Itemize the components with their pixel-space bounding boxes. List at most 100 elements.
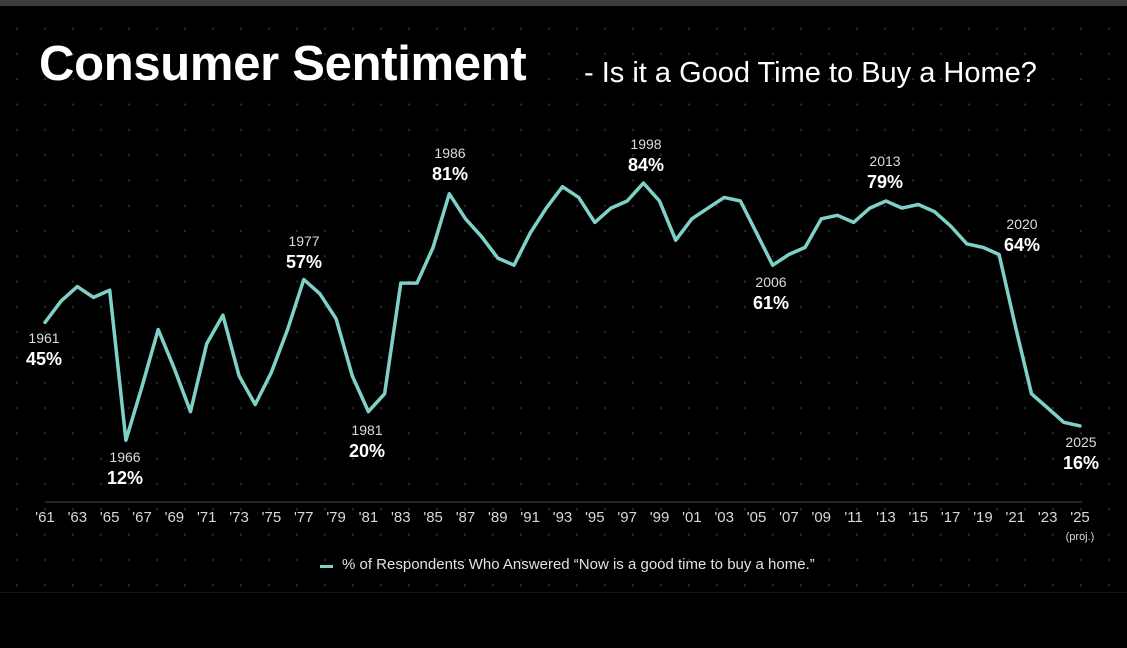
x-tick-label: '81 [359, 509, 379, 526]
data-point [156, 327, 160, 331]
x-tick-label: '23 [1038, 509, 1058, 526]
annotation-value: 79% [867, 172, 903, 192]
data-point [932, 210, 936, 214]
x-tick-label: '71 [197, 509, 217, 526]
data-point [43, 320, 47, 324]
data-point [334, 317, 338, 321]
annotation-value: 84% [628, 155, 664, 175]
data-point [205, 342, 209, 346]
data-point [92, 295, 96, 299]
annotation-year: 1966 [109, 449, 140, 465]
slide [0, 6, 1127, 592]
data-point [609, 206, 613, 210]
data-point [965, 242, 969, 246]
annotation-value: 45% [26, 349, 62, 369]
data-point [1013, 324, 1017, 328]
annotation-year: 2006 [755, 274, 786, 290]
annotation-year: 1961 [28, 330, 59, 346]
legend: % of Respondents Who Answered “Now is a … [320, 556, 815, 573]
slide-bottom-area [0, 592, 1127, 648]
data-point [383, 392, 387, 396]
data-point [366, 410, 370, 414]
annotation-year: 1986 [434, 145, 465, 161]
data-point [1062, 420, 1066, 424]
data-point [981, 245, 985, 249]
x-tick-label: '65 [100, 509, 120, 526]
data-point [787, 253, 791, 257]
data-point [819, 217, 823, 221]
data-point [658, 199, 662, 203]
x-tick-label: '69 [165, 509, 185, 526]
x-tick-label: '13 [876, 509, 896, 526]
data-point [803, 245, 807, 249]
data-point [140, 385, 144, 389]
data-point [738, 199, 742, 203]
data-point [59, 299, 63, 303]
x-tick-label: '15 [909, 509, 929, 526]
data-point [949, 224, 953, 228]
annotation-value: 57% [286, 252, 322, 272]
data-point [528, 231, 532, 235]
x-tick-label: '85 [423, 509, 443, 526]
annotation-value: 61% [753, 293, 789, 313]
x-tick-label: '21 [1006, 509, 1026, 526]
data-point [221, 313, 225, 317]
x-tick-label: '03 [714, 509, 734, 526]
data-point [625, 199, 629, 203]
data-point [1078, 424, 1082, 428]
data-point [75, 285, 79, 289]
annotation-year: 2025 [1065, 434, 1096, 450]
data-point [544, 206, 548, 210]
annotation-year: 2013 [869, 153, 900, 169]
x-tick-label: '67 [132, 509, 152, 526]
data-point [593, 220, 597, 224]
x-tick-label: '91 [520, 509, 540, 526]
data-point [690, 217, 694, 221]
data-point [318, 292, 322, 296]
chart-subtitle: - Is it a Good Time to Buy a Home? [584, 57, 1037, 89]
data-point [415, 281, 419, 285]
data-point [269, 370, 273, 374]
data-point [480, 235, 484, 239]
data-point [108, 288, 112, 292]
data-point [706, 206, 710, 210]
series-line [43, 181, 1082, 442]
data-point [286, 327, 290, 331]
x-tick-label: '11 [844, 509, 862, 526]
annotation-year: 1977 [288, 233, 319, 249]
data-point [1046, 406, 1050, 410]
x-tick-label: '87 [456, 509, 476, 526]
annotation-value: 20% [349, 441, 385, 461]
annotation-year: 2020 [1006, 216, 1037, 232]
x-tick-labels: '61 '63 '65 '67 '69 '71 '73 '75 '77 '79 '81 '83 '85 '… [35, 509, 1090, 526]
x-tick-label: '99 [650, 509, 670, 526]
x-tick-label: '07 [779, 509, 799, 526]
data-point [496, 256, 500, 260]
x-tick-label: '73 [229, 509, 249, 526]
data-point [1029, 392, 1033, 396]
x-tick-label: '01 [682, 509, 702, 526]
annotation-value: 64% [1004, 235, 1040, 255]
chart-title: Consumer Sentiment [39, 37, 527, 91]
data-point [868, 206, 872, 210]
x-tick-label: '77 [294, 509, 314, 526]
data-point [172, 367, 176, 371]
data-point [755, 231, 759, 235]
annotation-year: 1981 [351, 422, 382, 438]
x-tick-note: (proj.) [1066, 531, 1095, 543]
data-point [237, 374, 241, 378]
data-point [253, 402, 257, 406]
data-point [189, 410, 193, 414]
data-point [577, 195, 581, 199]
data-point [463, 217, 467, 221]
window-top-bar [0, 0, 1127, 6]
data-point [900, 206, 904, 210]
annotations: 1961 45% 1966 12% 1977 57% 1981 20% 1986 81% 1998 8… [26, 136, 1099, 488]
x-tick-label: '19 [973, 509, 993, 526]
x-tick-label: '61 [35, 509, 55, 526]
data-points [43, 181, 1082, 442]
x-tick-label: '05 [747, 509, 767, 526]
data-point [561, 185, 564, 189]
x-tick-label: '97 [617, 509, 637, 526]
